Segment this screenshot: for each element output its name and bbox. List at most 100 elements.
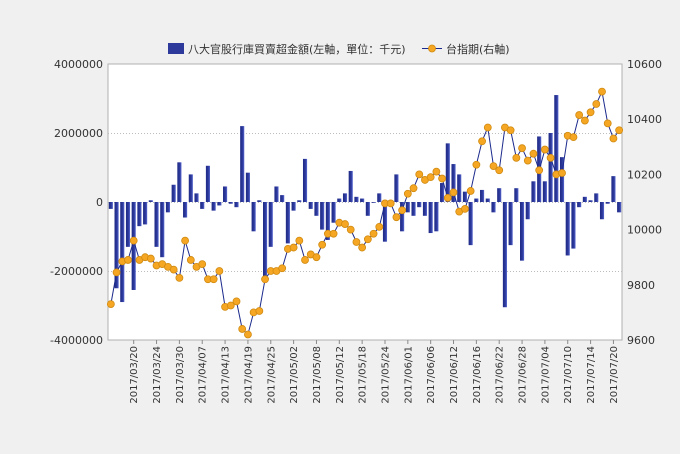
index-point-79 bbox=[558, 169, 566, 177]
index-point-75 bbox=[535, 166, 544, 175]
bar-44 bbox=[360, 198, 365, 202]
x-tick-label-19: 2017/07/10 bbox=[563, 346, 574, 404]
x-tick-label-4: 2017/04/13 bbox=[221, 346, 232, 404]
index-point-7 bbox=[146, 254, 155, 263]
bar-47 bbox=[377, 193, 382, 203]
index-point-1 bbox=[112, 268, 121, 277]
bar-78 bbox=[554, 95, 559, 202]
index-point-85 bbox=[592, 100, 601, 108]
index-point-27 bbox=[261, 275, 269, 284]
bar-30 bbox=[280, 195, 285, 202]
bar-64 bbox=[474, 198, 479, 202]
bar-51 bbox=[400, 202, 405, 232]
x-tick-label-10: 2017/05/18 bbox=[358, 346, 369, 404]
bar-52 bbox=[405, 202, 410, 213]
bar-82 bbox=[577, 202, 582, 208]
x-tick-label-0: 2017/03/20 bbox=[129, 346, 140, 404]
bar-86 bbox=[599, 202, 605, 220]
index-point-34 bbox=[301, 256, 309, 264]
index-point-59 bbox=[443, 193, 452, 202]
bar-29 bbox=[274, 186, 279, 202]
bar-89 bbox=[617, 202, 622, 213]
bar-39 bbox=[331, 202, 336, 223]
index-point-54 bbox=[415, 170, 424, 179]
index-point-57 bbox=[432, 167, 441, 176]
bar-73 bbox=[525, 202, 530, 220]
x-tick-label-18: 2017/07/04 bbox=[540, 346, 551, 404]
bar-80 bbox=[565, 202, 570, 256]
index-point-88 bbox=[609, 134, 618, 143]
bar-36 bbox=[314, 202, 319, 216]
plot-area bbox=[107, 63, 623, 341]
legend-bar-swatch bbox=[168, 43, 184, 54]
index-point-12 bbox=[175, 273, 184, 282]
bar-21 bbox=[228, 202, 233, 204]
x-tick-label-1: 2017/03/24 bbox=[152, 346, 163, 404]
bar-42 bbox=[348, 170, 353, 202]
x-tick-label-9: 2017/05/12 bbox=[335, 346, 346, 404]
line-series bbox=[106, 87, 624, 339]
bar-87 bbox=[605, 202, 610, 204]
index-point-67 bbox=[489, 162, 498, 171]
bar-57 bbox=[434, 202, 439, 232]
index-point-11 bbox=[169, 265, 178, 274]
bar-24 bbox=[245, 172, 250, 202]
index-point-26 bbox=[255, 307, 264, 315]
bar-40 bbox=[337, 198, 342, 202]
index-point-33 bbox=[295, 236, 304, 245]
bar-84 bbox=[588, 200, 593, 202]
index-point-42 bbox=[346, 225, 355, 234]
left-tick-label-1: 2000000 bbox=[54, 127, 103, 140]
index-point-74 bbox=[529, 149, 538, 158]
right-tick-label-2: 10200 bbox=[627, 168, 662, 181]
x-tick-label-3: 2017/04/07 bbox=[198, 346, 209, 404]
bar-14 bbox=[188, 174, 193, 202]
bar-43 bbox=[354, 196, 359, 202]
index-point-45 bbox=[363, 235, 372, 244]
bar-4 bbox=[131, 202, 136, 290]
bar-16 bbox=[200, 202, 205, 209]
bar-76 bbox=[542, 181, 547, 202]
index-point-32 bbox=[289, 243, 298, 252]
index-point-70 bbox=[506, 126, 515, 135]
bar-5 bbox=[137, 202, 142, 227]
right-tick-label-0: 10600 bbox=[627, 58, 662, 71]
left-tick-label-3: -2000000 bbox=[50, 265, 103, 278]
index-point-51 bbox=[398, 206, 407, 215]
bar-1 bbox=[114, 202, 119, 289]
bar-6 bbox=[143, 202, 148, 225]
bar-0 bbox=[108, 202, 113, 209]
index-point-13 bbox=[181, 236, 190, 245]
bar-19 bbox=[217, 202, 222, 206]
bar-62 bbox=[462, 191, 467, 202]
x-axis: 2017/03/20 2017/03/24 2017/03/30 2017/04/07… bbox=[129, 340, 620, 404]
x-tick-label-11: 2017/05/24 bbox=[380, 346, 391, 404]
legend: 八大官股行庫買賣超金額(左軸，單位：千元) 台指期(右軸) bbox=[168, 42, 510, 56]
bar-34 bbox=[302, 158, 308, 203]
index-point-49 bbox=[386, 199, 395, 208]
index-point-76 bbox=[541, 145, 549, 154]
bar-10 bbox=[165, 202, 171, 213]
right-tick-label-4: 9800 bbox=[627, 279, 655, 292]
bar-48 bbox=[382, 202, 388, 242]
index-point-43 bbox=[352, 238, 361, 246]
bar-23 bbox=[240, 126, 245, 202]
bar-46 bbox=[371, 202, 376, 203]
bar-26 bbox=[257, 200, 262, 202]
index-point-4 bbox=[129, 236, 138, 245]
index-point-87 bbox=[603, 119, 612, 128]
legend-line-label: 台指期(右軸) bbox=[446, 42, 510, 56]
x-tick-label-21: 2017/07/20 bbox=[609, 346, 620, 404]
bar-25 bbox=[251, 202, 256, 232]
index-point-36 bbox=[312, 253, 321, 262]
bar-72 bbox=[520, 202, 525, 261]
index-point-16 bbox=[198, 260, 207, 269]
index-point-72 bbox=[518, 144, 526, 153]
index-point-58 bbox=[438, 174, 447, 183]
x-tick-label-2: 2017/03/30 bbox=[175, 346, 186, 404]
bar-53 bbox=[411, 202, 416, 216]
bar-58 bbox=[440, 183, 445, 202]
bar-61 bbox=[457, 174, 462, 202]
